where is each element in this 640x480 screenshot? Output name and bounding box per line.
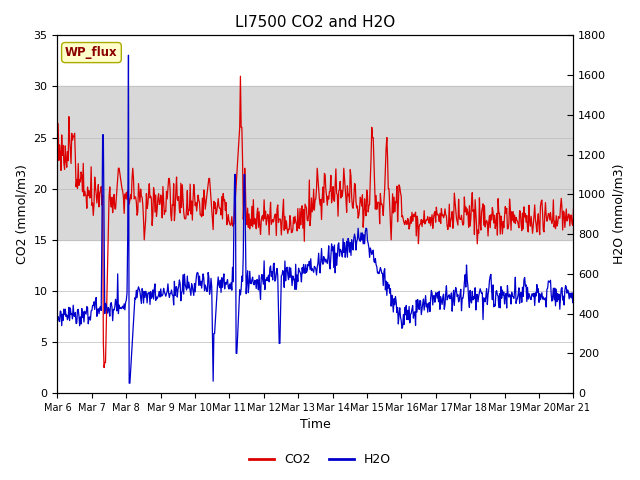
Title: LI7500 CO2 and H2O: LI7500 CO2 and H2O <box>236 15 396 30</box>
Y-axis label: CO2 (mmol/m3): CO2 (mmol/m3) <box>15 164 28 264</box>
Legend: CO2, H2O: CO2, H2O <box>244 448 396 471</box>
X-axis label: Time: Time <box>300 419 331 432</box>
Text: WP_flux: WP_flux <box>65 46 118 59</box>
Y-axis label: H2O (mmol/m3): H2O (mmol/m3) <box>612 164 625 264</box>
Bar <box>58 86 573 240</box>
